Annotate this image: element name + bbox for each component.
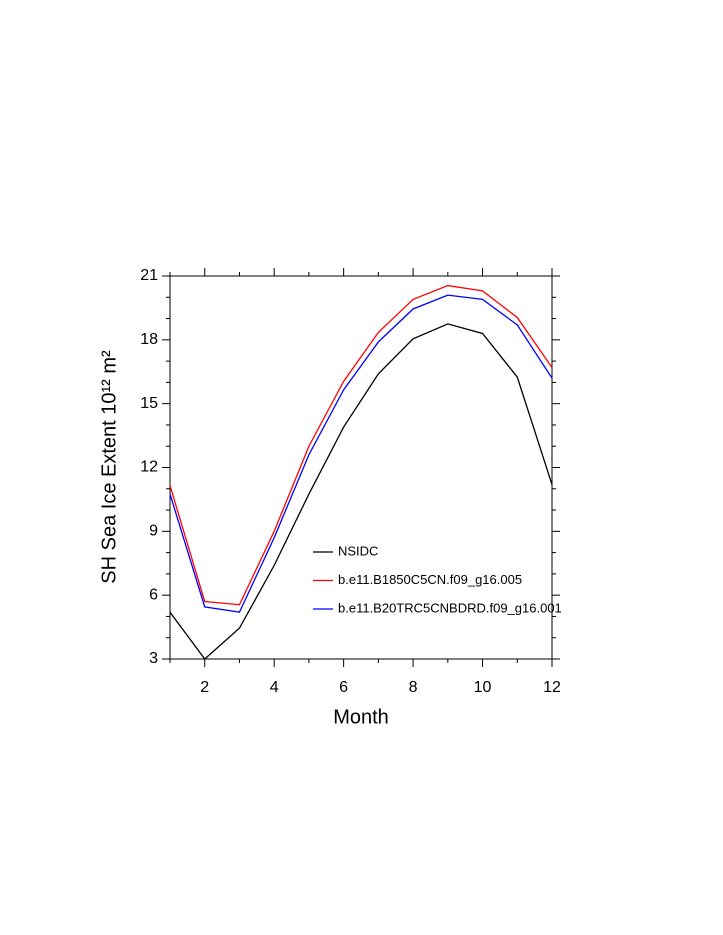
x-axis-label: Month — [333, 706, 389, 728]
y-tick-label: 9 — [149, 523, 158, 540]
y-tick-label: 18 — [140, 331, 158, 348]
y-tick-label: 12 — [140, 459, 158, 476]
x-tick-label: 2 — [200, 679, 209, 696]
legend-label: NSIDC — [338, 543, 378, 558]
plot-frame — [169, 275, 553, 660]
y-tick-label: 6 — [149, 586, 158, 603]
y-tick-label: 21 — [140, 267, 158, 284]
series-line — [169, 294, 553, 613]
legend-label: b.e11.B1850C5CN.f09_g16.005 — [338, 572, 522, 587]
y-axis-label: SH Sea Ice Extent 10¹² m² — [98, 350, 120, 584]
x-tick-label: 4 — [270, 679, 279, 696]
legend-label: b.e11.B20TRC5CNBDRD.f09_g16.001 — [338, 600, 562, 615]
x-tick-label: 6 — [339, 679, 348, 696]
series-line — [169, 284, 553, 606]
series-line — [169, 323, 553, 660]
x-tick-label: 12 — [543, 679, 561, 696]
y-tick-label: 3 — [149, 650, 158, 667]
x-tick-label: 10 — [474, 679, 492, 696]
y-tick-label: 15 — [140, 395, 158, 412]
x-tick-label: 8 — [409, 679, 418, 696]
